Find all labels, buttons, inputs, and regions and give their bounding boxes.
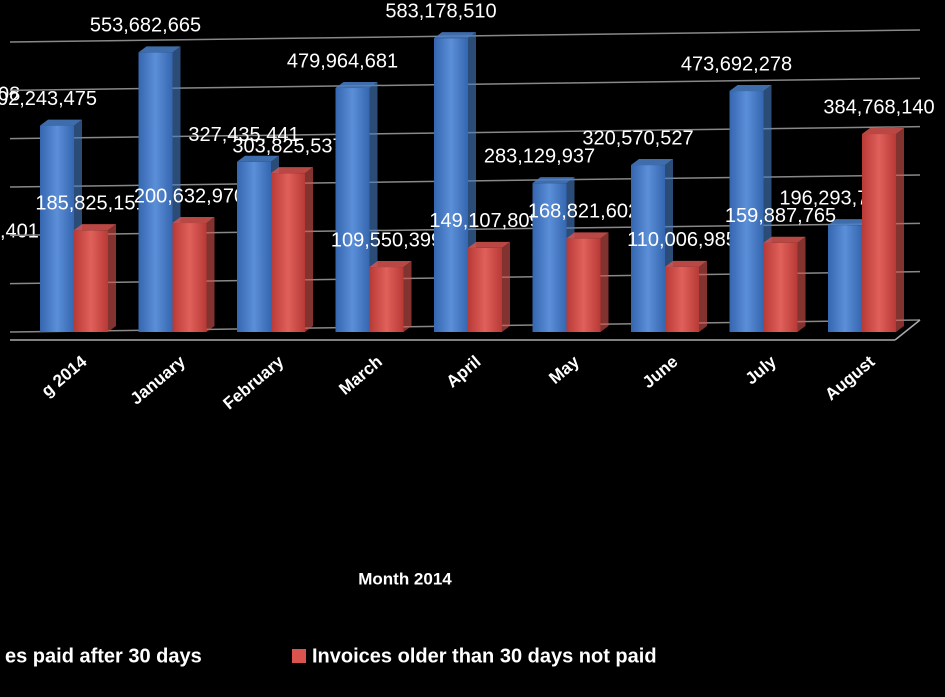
value-label: 149,107,809 xyxy=(429,210,540,232)
bar-front xyxy=(138,52,173,332)
bar-side xyxy=(108,224,116,332)
bar-top xyxy=(862,128,904,135)
bar-top xyxy=(468,241,510,248)
value-label: 320,570,527 xyxy=(582,127,693,149)
value-label: 110,006,985 xyxy=(627,229,737,251)
bar xyxy=(172,217,215,332)
bar-side xyxy=(896,128,904,332)
x-tick-label: May xyxy=(545,352,583,388)
value-label: 473,692,278 xyxy=(681,53,792,75)
bar-top xyxy=(434,32,476,39)
annotation: ,401 xyxy=(0,220,39,242)
value-label: 283,129,937 xyxy=(484,145,595,167)
bar-top xyxy=(729,85,772,92)
x-tick-label: April xyxy=(443,352,485,391)
bar-front xyxy=(631,165,665,332)
bar-side xyxy=(403,261,412,332)
floor-edge xyxy=(894,319,921,341)
value-label: 553,682,665 xyxy=(90,15,201,37)
legend-swatch xyxy=(292,649,306,663)
bar-top xyxy=(138,46,181,53)
bar-side xyxy=(600,232,609,332)
bar-front xyxy=(729,91,764,332)
bar-front xyxy=(74,230,108,332)
bar-top xyxy=(566,232,609,239)
value-label: 479,964,681 xyxy=(287,50,398,72)
bar-top xyxy=(74,224,116,231)
bar-front xyxy=(665,266,699,332)
bar-side xyxy=(797,236,806,332)
bar xyxy=(74,224,116,332)
value-label: 303,825,537 xyxy=(232,135,343,157)
bar xyxy=(566,232,609,332)
bar-top xyxy=(335,82,378,89)
value-label: 02,243,475 xyxy=(0,88,97,110)
bar xyxy=(271,167,313,332)
bar-side xyxy=(206,217,215,332)
bar-side xyxy=(699,260,707,332)
bar xyxy=(665,260,707,332)
bar-top xyxy=(237,155,279,162)
value-label: 159,887,765 xyxy=(725,205,836,227)
bar-top xyxy=(532,177,575,184)
bar-top xyxy=(40,119,82,126)
bar-top xyxy=(828,219,870,226)
bar-front xyxy=(172,223,207,332)
bar-front xyxy=(862,134,896,332)
bar-front xyxy=(532,183,567,332)
x-tick-label: March xyxy=(335,352,386,399)
bar xyxy=(335,82,378,332)
bar xyxy=(763,236,806,332)
value-label: 168,821,602 xyxy=(528,201,639,223)
bar-front xyxy=(566,238,601,332)
bar-front xyxy=(434,38,468,333)
bar-top xyxy=(763,236,806,243)
value-label: 200,632,970 xyxy=(134,185,245,207)
bar-front xyxy=(40,125,74,332)
annotation: 08 xyxy=(0,83,20,105)
bar-front xyxy=(468,247,502,332)
value-label: 583,178,510 xyxy=(385,0,496,22)
x-tick-label: August xyxy=(821,352,878,404)
bar-top xyxy=(631,159,673,166)
x-tick-label: February xyxy=(220,352,288,414)
bar xyxy=(369,261,412,332)
bar-side xyxy=(502,241,510,332)
x-tick-label: g 2014 xyxy=(38,352,91,401)
x-tick-label: July xyxy=(742,352,781,389)
bar-top xyxy=(665,260,707,267)
bar xyxy=(468,241,510,332)
bar-front xyxy=(369,267,404,332)
legend-label: es paid after 30 days xyxy=(5,645,202,667)
bar-top xyxy=(369,261,412,268)
bar-front xyxy=(335,88,370,332)
bar-front xyxy=(828,225,862,332)
bar-front xyxy=(763,242,798,332)
legend-label: Invoices older than 30 days not paid xyxy=(312,645,657,667)
bar-top xyxy=(271,167,313,174)
value-label: 109,550,399 xyxy=(331,229,442,251)
x-tick-label: June xyxy=(639,352,682,392)
value-label: 384,768,140 xyxy=(823,96,934,118)
bar xyxy=(862,128,904,332)
bar-top xyxy=(172,217,215,224)
x-axis-title: Month 2014 xyxy=(358,569,452,588)
value-label: 327,435,441 xyxy=(188,124,299,146)
x-tick-label: January xyxy=(127,352,190,409)
value-label: 185,825,151 xyxy=(35,192,146,214)
bar-side xyxy=(305,167,313,332)
bar-front xyxy=(237,161,271,332)
bar-front xyxy=(271,173,305,332)
